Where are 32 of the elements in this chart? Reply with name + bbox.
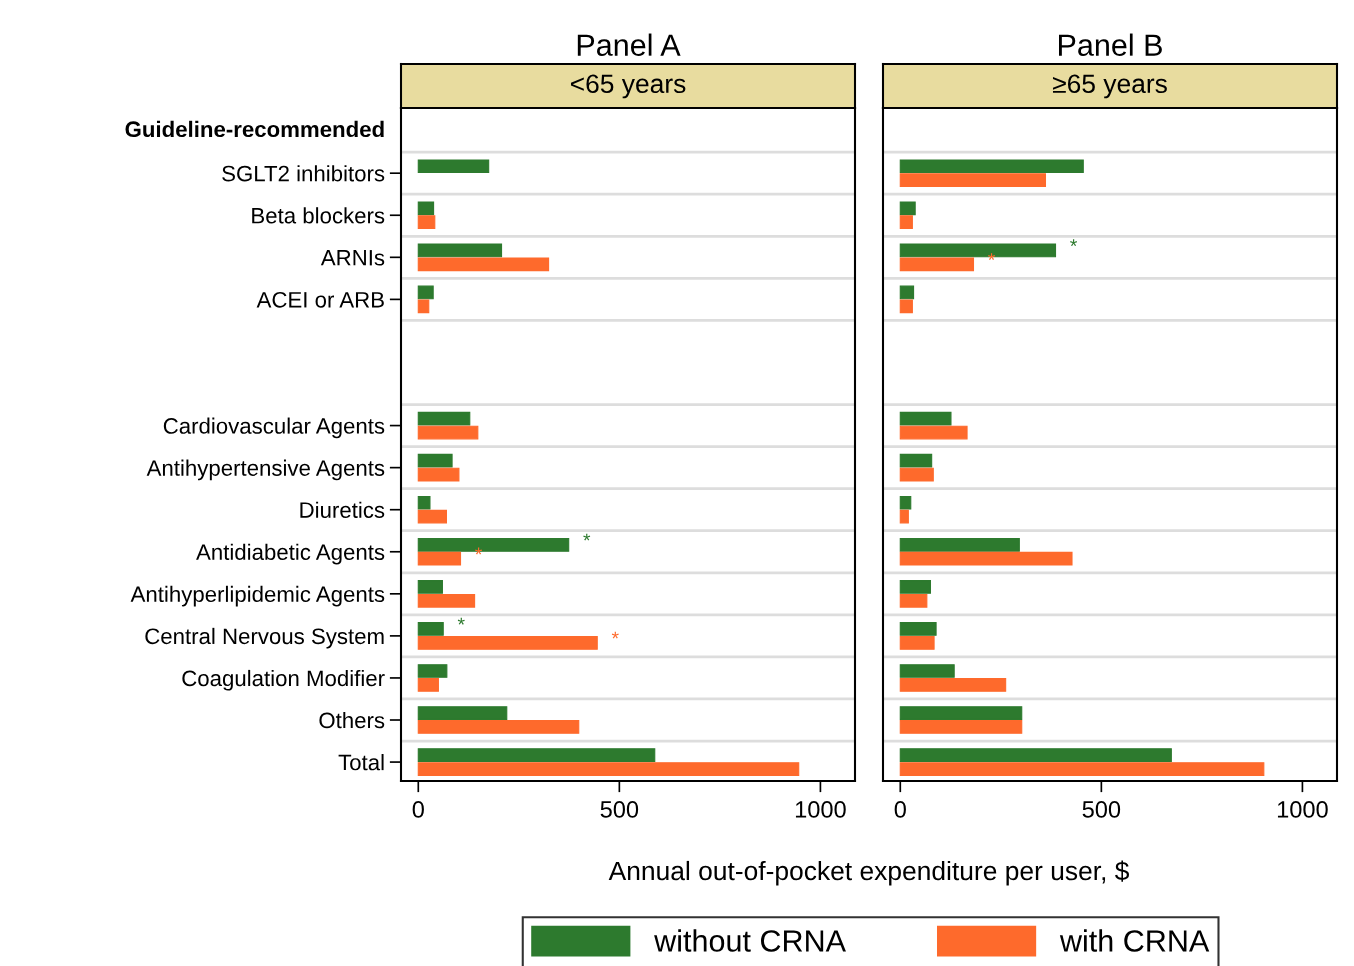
y-tick-label: Antihyperlipidemic Agents (130, 585, 385, 607)
x-tick-label: 1000 (795, 801, 846, 818)
x-tick-label: 500 (600, 801, 639, 818)
x-tick-label: 1000 (1277, 801, 1328, 818)
chart-subtitle: <65 years (570, 74, 686, 99)
y-tick-label: ACEI or ARB (256, 291, 384, 308)
y-tick-label: Antihypertensive Agents (146, 459, 385, 481)
chart-title: Panel B (1059, 33, 1162, 56)
x-tick-label: 500 (1082, 801, 1121, 818)
annotation: * (583, 533, 591, 541)
annotation: * (988, 253, 996, 260)
y-tick-label: ARNIs (320, 250, 385, 266)
chart-subtitle: ≥65 years (1052, 74, 1167, 99)
x-tick-label: 0 (894, 801, 906, 818)
y-tick-label: Others (319, 711, 385, 729)
y-tick-label: Cardiovascular Agents (163, 417, 385, 439)
annotation: * (611, 631, 619, 639)
y-tick-label: Guideline-recommended (125, 120, 384, 138)
annotation: * (457, 617, 465, 625)
legend-label: with CRNA (1059, 929, 1210, 952)
y-tick-label: Beta blockers (252, 207, 385, 224)
chart-title: Panel A (577, 33, 681, 56)
y-tick-label: Central Nervous System (145, 627, 384, 649)
x-axis-title: Annual out-of-pocket expenditure per user, $ (608, 860, 1129, 886)
y-tick-label: Coagulation Modifier (182, 669, 385, 691)
x-tick-label: 0 (412, 801, 424, 818)
y-tick-label: Diuretics (300, 501, 385, 518)
y-tick-label: Total (338, 754, 384, 771)
y-tick-label: Antidiabetic Agents (196, 543, 385, 565)
annotation: * (1070, 239, 1078, 247)
legend-label: without CRNA (654, 929, 846, 952)
y-tick-label: SGLT2 inhibitors (222, 165, 385, 182)
